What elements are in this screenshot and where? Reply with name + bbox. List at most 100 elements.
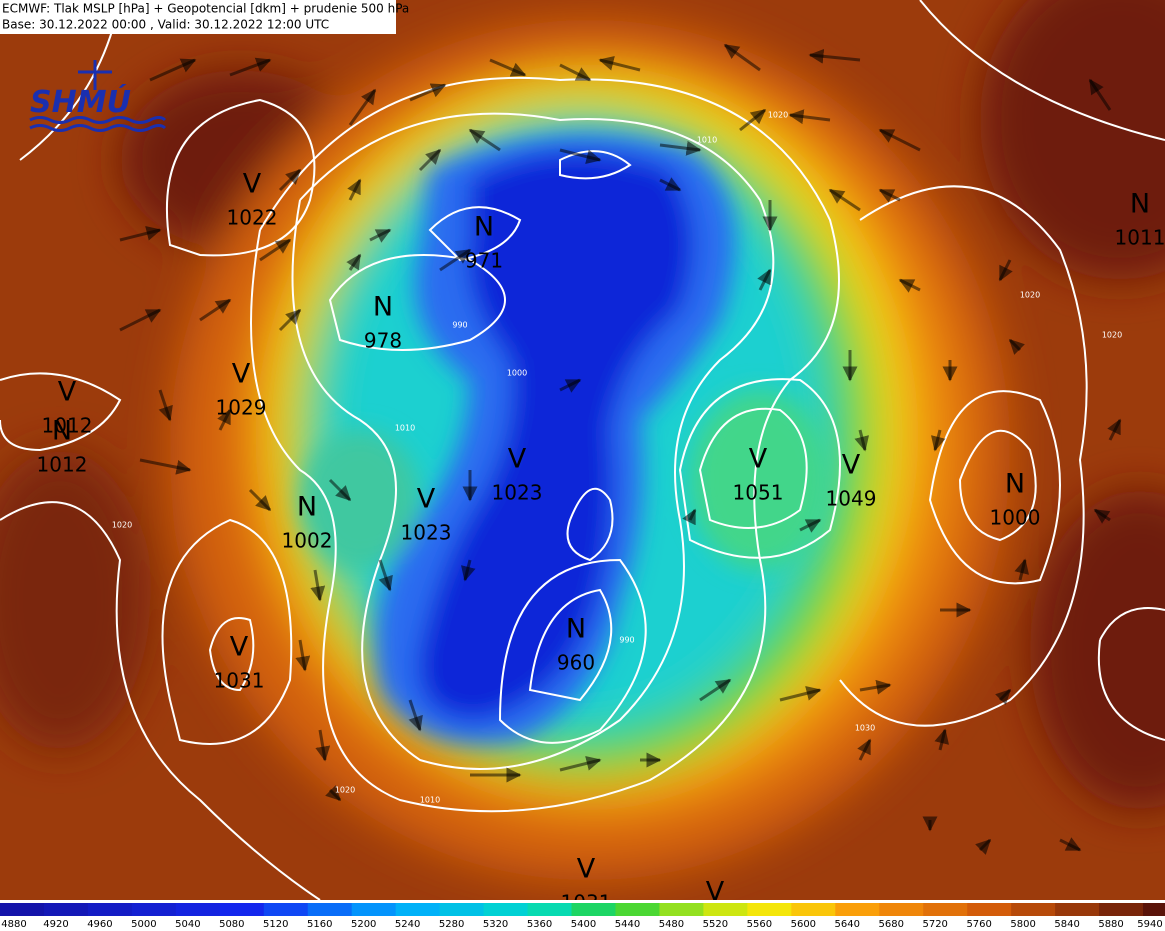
colorbar: 4880 4920 4960 5000 5040 5080 5120 5160 5200 5240…	[0, 903, 1165, 930]
center-letter: N	[566, 614, 586, 645]
isobar	[328, 254, 506, 351]
wind-arrow	[739, 108, 767, 132]
colorbar-swatch	[527, 903, 573, 916]
center-value: 978	[364, 329, 402, 353]
center-letter: V	[58, 377, 77, 408]
colorbar-swatch	[1055, 903, 1100, 916]
colorbar-swatch	[175, 903, 221, 916]
isobar	[698, 407, 808, 529]
isobar	[528, 588, 613, 702]
wind-arrow	[808, 48, 861, 64]
colorbar-label: 5120	[263, 919, 288, 930]
wind-arrow	[408, 699, 423, 732]
colorbar-label: 5880	[1098, 919, 1123, 930]
center-value: 1051	[733, 481, 784, 505]
center-value: 1012	[42, 414, 93, 438]
isobar	[1097, 607, 1165, 741]
wind-arrow	[854, 429, 870, 452]
center-value: 1002	[282, 529, 333, 553]
isobar-label: 1020	[1020, 291, 1040, 300]
wind-arrow	[489, 58, 527, 77]
wind-arrow	[559, 63, 592, 82]
colorbar-swatch	[483, 903, 529, 916]
wind-arrow	[347, 178, 362, 201]
colorbar-swatch	[835, 903, 880, 916]
wind-arrow	[998, 259, 1013, 282]
center-value: 1012	[37, 453, 88, 477]
wind-arrow	[295, 639, 311, 672]
wind-arrow	[346, 253, 362, 271]
center-letter: N	[1005, 469, 1025, 500]
colorbar-label: 5560	[747, 919, 772, 930]
colorbar-label: 5000	[131, 919, 156, 930]
wind-arrow	[659, 140, 702, 156]
colorbar-label: 5440	[615, 919, 640, 930]
isobar-label: 1020	[1102, 331, 1122, 340]
colorbar-label: 5240	[395, 919, 420, 930]
colorbar-label: 5840	[1054, 919, 1079, 930]
wind-arrow	[1107, 418, 1122, 441]
wind-arrow	[1093, 508, 1111, 524]
colorbar-swatch	[571, 903, 616, 916]
isobar	[678, 378, 841, 559]
colorbar-swatch	[879, 903, 924, 916]
center-value: 1049	[826, 487, 877, 511]
logo: SHMÚ	[29, 60, 167, 132]
isobar	[958, 429, 1037, 542]
wind-arrow	[325, 785, 342, 802]
isobar	[250, 76, 840, 813]
center-letter: N	[373, 292, 393, 323]
center-value: 1022	[227, 206, 278, 230]
isobar	[428, 206, 522, 262]
wind-arrow	[859, 679, 892, 695]
isobar-label: 1010	[395, 424, 415, 433]
wind-arrow	[158, 389, 173, 422]
wind-arrow	[199, 298, 232, 322]
center-letter: N	[474, 212, 494, 243]
center-value: 1029	[216, 396, 267, 420]
wind-arrow	[930, 429, 946, 452]
isobar	[559, 150, 632, 180]
colorbar-label: 5720	[922, 919, 947, 930]
colorbar-label: 5200	[351, 919, 376, 930]
colorbar-swatch	[307, 903, 353, 916]
wind-arrow	[1088, 78, 1112, 111]
header-subtitle: Base: 30.12.2022 00:00 , Valid: 30.12.20…	[2, 18, 329, 32]
colorbar-label: 5940	[1137, 919, 1162, 930]
center-letter: V	[842, 450, 861, 481]
isobar-label: 1000	[507, 369, 527, 378]
colorbar-swatch	[0, 903, 45, 916]
colorbar-swatch	[703, 903, 748, 916]
colorbar-label: 5160	[307, 919, 332, 930]
colorbar-label: 5480	[659, 919, 684, 930]
wind-arrow	[468, 128, 501, 152]
wind-arrow	[409, 83, 447, 102]
colorbar-swatch	[615, 903, 660, 916]
colorbar-label: 5360	[527, 919, 552, 930]
colorbar-label: 5040	[175, 919, 200, 930]
isobar	[919, 0, 1165, 141]
isobar	[0, 501, 321, 901]
wind-arrow	[217, 408, 232, 431]
wind-arrow	[378, 559, 393, 592]
wind-arrow	[559, 755, 602, 772]
center-value: 1011	[1115, 226, 1165, 250]
center-value: 960	[557, 651, 595, 675]
isobar	[0, 372, 122, 452]
header-title: ECMWF: Tlak MSLP [hPa] + Geopotencial [d…	[2, 2, 409, 16]
colorbar-swatch	[967, 903, 1012, 916]
colorbar-swatch	[351, 903, 397, 916]
colorbar-label: 5640	[835, 919, 860, 930]
colorbar-swatch	[131, 903, 177, 916]
wind-arrow	[659, 177, 682, 192]
wind-arrow	[788, 109, 831, 125]
isobar	[161, 518, 293, 745]
colorbar-swatch	[87, 903, 133, 916]
wind-arrow	[315, 729, 331, 762]
wind-arrow	[278, 168, 302, 192]
colorbar-swatch	[43, 903, 89, 916]
center-letter: V	[577, 854, 596, 885]
wind-arrow	[878, 188, 901, 203]
